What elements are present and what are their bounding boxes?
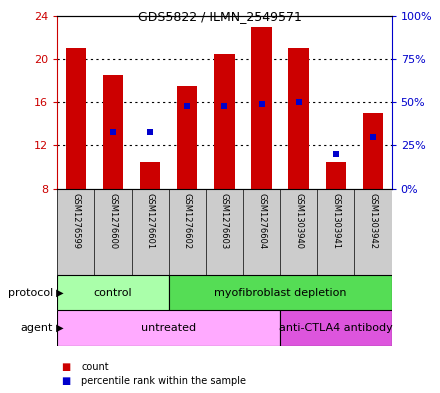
Bar <box>326 162 346 189</box>
Bar <box>177 86 198 189</box>
Bar <box>280 310 392 346</box>
Text: control: control <box>94 288 132 298</box>
Text: GSM1276601: GSM1276601 <box>146 193 154 249</box>
Text: protocol: protocol <box>7 288 53 298</box>
Bar <box>214 53 235 189</box>
Text: myofibroblast depletion: myofibroblast depletion <box>214 288 346 298</box>
Text: GSM1276603: GSM1276603 <box>220 193 229 249</box>
Text: GSM1276602: GSM1276602 <box>183 193 192 249</box>
Bar <box>169 275 392 310</box>
Bar <box>289 48 309 189</box>
Text: ■: ■ <box>62 376 71 386</box>
Bar <box>363 113 383 189</box>
Text: GSM1303940: GSM1303940 <box>294 193 303 249</box>
Text: ▶: ▶ <box>53 288 63 298</box>
Bar <box>140 162 160 189</box>
Text: percentile rank within the sample: percentile rank within the sample <box>81 376 246 386</box>
Text: anti-CTLA4 antibody: anti-CTLA4 antibody <box>279 323 393 333</box>
Text: ■: ■ <box>62 362 71 373</box>
Text: GSM1276604: GSM1276604 <box>257 193 266 249</box>
Text: count: count <box>81 362 109 373</box>
Text: untreated: untreated <box>141 323 196 333</box>
Text: GSM1276599: GSM1276599 <box>71 193 80 249</box>
Bar <box>251 26 272 189</box>
Bar <box>57 275 169 310</box>
Bar <box>57 310 280 346</box>
Bar <box>103 75 123 189</box>
Text: ▶: ▶ <box>53 323 63 333</box>
Text: agent: agent <box>20 323 53 333</box>
Text: GDS5822 / ILMN_2549571: GDS5822 / ILMN_2549571 <box>138 10 302 23</box>
Text: GSM1303941: GSM1303941 <box>331 193 341 249</box>
Text: GSM1303942: GSM1303942 <box>369 193 378 249</box>
Bar <box>66 48 86 189</box>
Text: GSM1276600: GSM1276600 <box>108 193 117 249</box>
